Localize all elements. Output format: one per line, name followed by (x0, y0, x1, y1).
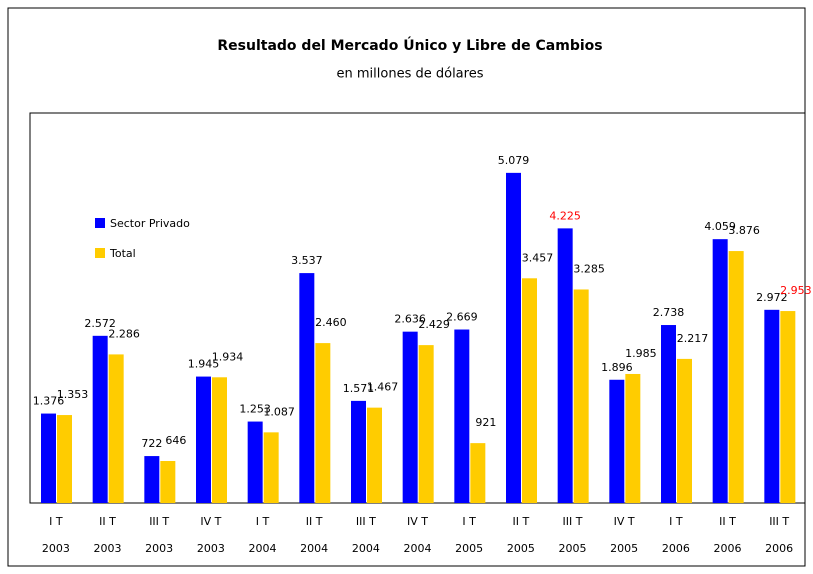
value-label: 5.079 (498, 154, 530, 167)
bar (299, 273, 315, 503)
value-label: 3.537 (291, 254, 323, 267)
value-label: 1.376 (33, 395, 65, 408)
value-label: 2.972 (756, 291, 788, 304)
value-label: 1.467 (367, 381, 399, 394)
x-tick-label: III T (149, 515, 169, 528)
bar (315, 343, 331, 503)
value-label: 722 (141, 437, 162, 450)
value-label: 2.636 (394, 313, 426, 326)
bar (247, 421, 263, 503)
bar (557, 228, 573, 503)
value-label: 1.985 (625, 347, 657, 360)
x-tick-label: 2004 (300, 542, 328, 555)
bar (780, 311, 796, 503)
value-label: 2.460 (315, 316, 347, 329)
bar (57, 415, 72, 503)
bar (402, 331, 418, 503)
value-label: 1.934 (212, 350, 244, 363)
bar (506, 172, 521, 504)
bar (728, 251, 744, 503)
value-label: 1.945 (188, 358, 220, 371)
bar (470, 443, 486, 503)
bar (41, 413, 56, 503)
bar (609, 379, 625, 503)
bar (160, 461, 176, 503)
x-tick-label: 2003 (145, 542, 173, 555)
value-label: 1.253 (239, 403, 271, 416)
legend-label: Total (109, 247, 136, 260)
value-label: 3.457 (522, 251, 554, 264)
value-label: 921 (475, 416, 496, 429)
value-label: 3.876 (728, 224, 760, 237)
legend-label: Sector Privado (110, 217, 190, 230)
x-tick-label: IV T (407, 515, 428, 528)
value-label: 1.896 (601, 361, 633, 374)
x-tick-label: 2004 (352, 542, 380, 555)
x-tick-label: II T (99, 515, 116, 528)
bar (92, 335, 108, 503)
chart-title: Resultado del Mercado Único y Libre de C… (217, 36, 602, 54)
bar (212, 377, 227, 503)
bar (144, 456, 160, 503)
bar (196, 376, 211, 503)
value-label: 2.217 (677, 332, 709, 345)
value-label: 3.285 (573, 262, 605, 275)
value-label: 1.087 (263, 405, 295, 418)
x-tick-label: III T (563, 515, 583, 528)
value-label: 646 (165, 434, 186, 447)
x-tick-label: 2003 (42, 542, 70, 555)
x-tick-label: 2006 (662, 542, 690, 555)
legend-swatch (95, 218, 105, 228)
bar (661, 325, 676, 503)
value-label: 1.571 (343, 382, 375, 395)
chart-subtitle: en millones de dólares (337, 67, 484, 82)
bar (573, 289, 589, 503)
x-tick-label: 2006 (714, 542, 742, 555)
x-tick-label: II T (512, 515, 529, 528)
legend-swatch (95, 248, 105, 258)
x-tick-label: III T (356, 515, 376, 528)
value-label: 4.059 (704, 220, 736, 233)
value-label: 2.669 (446, 311, 478, 324)
x-tick-label: I T (669, 515, 683, 528)
bar (677, 358, 692, 503)
x-tick-label: I T (49, 515, 63, 528)
value-label: 2.953 (780, 284, 812, 297)
bar (764, 309, 780, 503)
bar (522, 278, 537, 503)
x-tick-label: 2005 (559, 542, 587, 555)
x-tick-label: III T (769, 515, 789, 528)
x-tick-label: 2005 (455, 542, 483, 555)
x-tick-label: 2006 (765, 542, 793, 555)
bar (625, 373, 641, 503)
bar (351, 400, 366, 503)
value-label: 2.286 (108, 327, 140, 340)
x-tick-label: 2003 (94, 542, 122, 555)
x-tick-label: II T (719, 515, 736, 528)
x-tick-label: 2004 (249, 542, 277, 555)
value-label: 1.353 (57, 388, 89, 401)
x-tick-label: I T (256, 515, 270, 528)
bar (263, 432, 279, 503)
bar (108, 354, 124, 503)
value-label: 2.572 (84, 317, 116, 330)
x-tick-label: II T (306, 515, 323, 528)
x-tick-label: 2004 (404, 542, 432, 555)
x-tick-label: 2005 (610, 542, 638, 555)
x-tick-label: IV T (614, 515, 635, 528)
x-tick-label: IV T (200, 515, 221, 528)
x-tick-label: I T (462, 515, 476, 528)
bar (454, 329, 470, 503)
value-label: 4.225 (549, 209, 581, 222)
x-tick-label: 2005 (507, 542, 535, 555)
x-tick-label: 2003 (197, 542, 225, 555)
bar (712, 239, 728, 504)
bar (367, 407, 382, 503)
value-label: 2.738 (653, 306, 685, 319)
value-label: 2.429 (418, 318, 450, 331)
bar (418, 345, 434, 503)
